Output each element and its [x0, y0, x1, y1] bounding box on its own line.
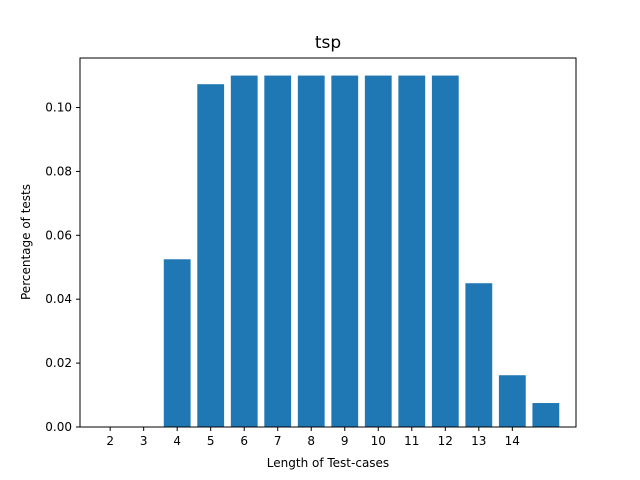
x-axis-label: Length of Test-cases [267, 456, 389, 470]
x-tick-label: 12 [438, 434, 453, 448]
x-tick-label: 5 [207, 434, 215, 448]
bar-10 [364, 75, 392, 427]
y-tick-label: 0.08 [45, 164, 72, 178]
bars-group [163, 75, 560, 427]
bar-13 [465, 283, 493, 427]
y-tick-label: 0.02 [45, 356, 72, 370]
x-tick-label: 6 [240, 434, 248, 448]
bar-8 [297, 75, 325, 427]
y-tick-label: 0.06 [45, 228, 72, 242]
bar-7 [264, 75, 292, 427]
y-tick-label: 0.04 [45, 292, 72, 306]
plot-frame [79, 57, 577, 428]
x-tick-label: 4 [173, 434, 181, 448]
x-tick-label: 8 [307, 434, 315, 448]
y-tick-label: 0.00 [45, 420, 72, 434]
bar-5 [197, 84, 225, 427]
x-tick-label: 9 [341, 434, 349, 448]
chart-title: tsp [315, 33, 341, 53]
x-tick-label: 3 [140, 434, 148, 448]
y-axis: 0.00 0.02 0.04 0.06 0.08 0.10 [45, 101, 80, 434]
x-tick-label: 10 [371, 434, 386, 448]
bar-14 [498, 375, 526, 427]
bar-12 [431, 75, 459, 427]
x-tick-label: 2 [106, 434, 114, 448]
x-tick-label: 11 [404, 434, 419, 448]
bar-15 [532, 403, 560, 427]
y-tick-label: 0.10 [45, 101, 72, 115]
y-axis-label: Percentage of tests [19, 184, 33, 300]
bar-9 [331, 75, 359, 427]
x-tick-label: 14 [505, 434, 520, 448]
x-axis: 2 3 4 5 6 7 8 9 10 11 12 13 14 [106, 427, 520, 448]
x-tick-label: 13 [471, 434, 486, 448]
bar-11 [398, 75, 426, 427]
bar-6 [230, 75, 258, 427]
bar-4 [163, 259, 191, 427]
x-tick-label: 7 [274, 434, 282, 448]
